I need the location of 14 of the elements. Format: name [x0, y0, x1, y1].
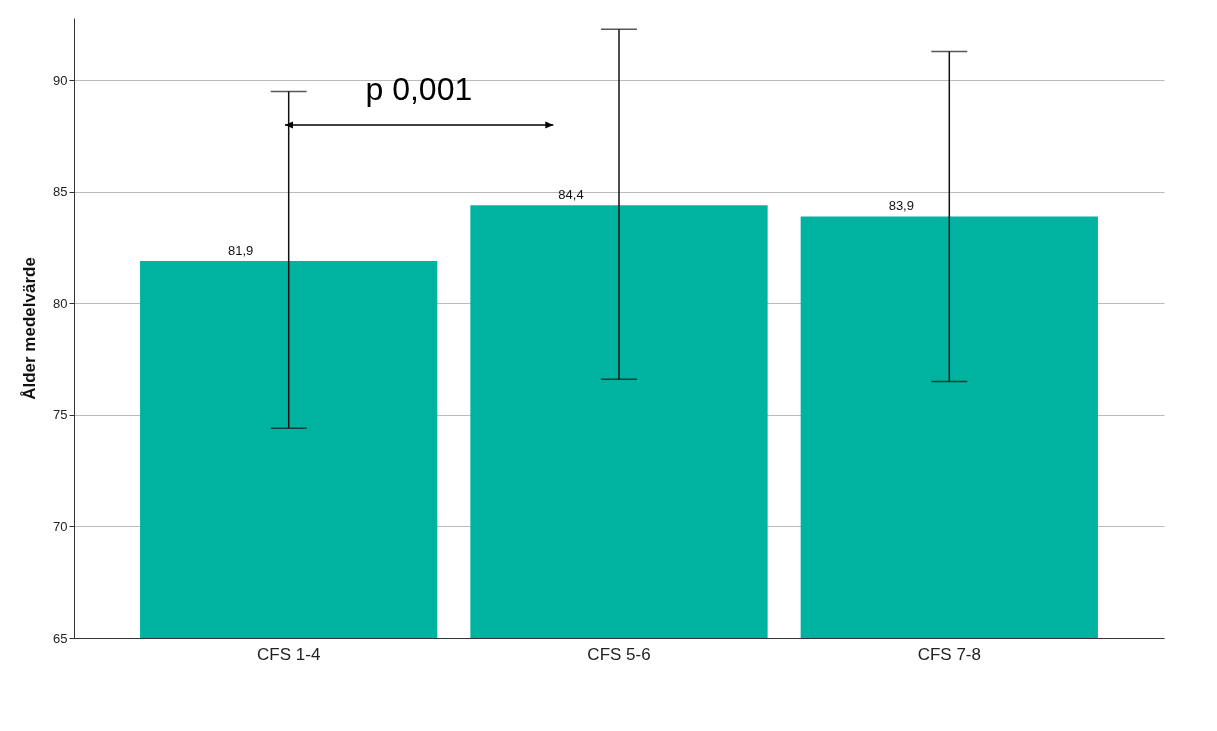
x-tick-label: CFS 1-4	[257, 644, 321, 664]
x-tick-label: CFS 5-6	[587, 644, 651, 664]
annotation: p 0,001	[365, 70, 473, 108]
y-tick-label: 70	[53, 518, 68, 534]
y-tick-label: 80	[53, 295, 68, 311]
y-tick-label: 85	[53, 184, 68, 200]
y-axis-title: Ålder medelvärde	[20, 257, 40, 400]
data-label: 84,4	[558, 187, 584, 203]
y-tick-label: 75	[53, 407, 68, 423]
data-label: 83,9	[888, 198, 914, 214]
y-tick-label: 90	[53, 72, 68, 88]
data-label: 81,9	[228, 243, 254, 259]
y-tick-label: 65	[53, 630, 68, 646]
x-tick-label: CFS 7-8	[917, 644, 981, 664]
